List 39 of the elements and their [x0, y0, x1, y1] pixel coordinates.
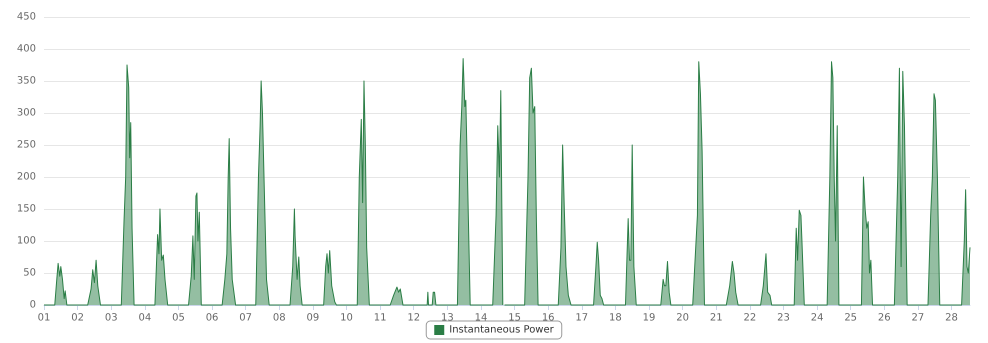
- x-tick-label: 27: [912, 312, 924, 324]
- x-tick-label: 25: [844, 312, 858, 324]
- x-tick-label: 17: [575, 312, 588, 324]
- x-tick-label: 11: [374, 312, 386, 324]
- y-tick-label: 250: [16, 140, 36, 150]
- y-tick-label: 0: [30, 300, 36, 310]
- y-tick-label: 400: [16, 44, 36, 54]
- x-tick-label: 08: [272, 312, 286, 324]
- x-tick-label: 06: [206, 312, 218, 324]
- x-tick-label: 02: [71, 312, 84, 324]
- legend-label: Instantaneous Power: [449, 324, 555, 336]
- x-tick-label: 24: [810, 312, 824, 324]
- x-tick-label: 12: [407, 312, 420, 324]
- x-tick-label: 03: [104, 312, 118, 324]
- x-tick-label: 21: [710, 312, 723, 324]
- x-tick-label: 26: [878, 312, 891, 324]
- y-tick-label: 350: [16, 76, 36, 86]
- y-tick-label: 100: [16, 236, 36, 246]
- x-tick-label: 01: [38, 312, 50, 324]
- x-tick-label: 28: [945, 312, 958, 324]
- x-tick-label: 20: [676, 312, 689, 324]
- x-tick-label: 05: [172, 312, 185, 324]
- y-tick-label: 150: [16, 204, 36, 214]
- y-tick-label: 300: [16, 108, 36, 118]
- x-tick-label: 10: [340, 312, 353, 324]
- x-tick-label: 18: [609, 312, 622, 324]
- x-tick-label: 13: [440, 312, 454, 324]
- x-tick-label: 07: [239, 312, 252, 324]
- x-tick-label: 14: [474, 312, 488, 324]
- x-tick-label: 19: [642, 312, 656, 324]
- x-tick-label: 15: [508, 312, 521, 324]
- y-tick-label: 450: [16, 12, 36, 22]
- y-tick-label: 50: [23, 268, 36, 278]
- y-tick-label: 200: [16, 172, 36, 182]
- x-tick-label: 09: [306, 312, 320, 324]
- x-tick-label: 23: [777, 312, 790, 324]
- x-tick-label: 16: [542, 312, 555, 324]
- x-tick-label: 04: [138, 312, 152, 324]
- x-tick-label: 22: [743, 312, 756, 324]
